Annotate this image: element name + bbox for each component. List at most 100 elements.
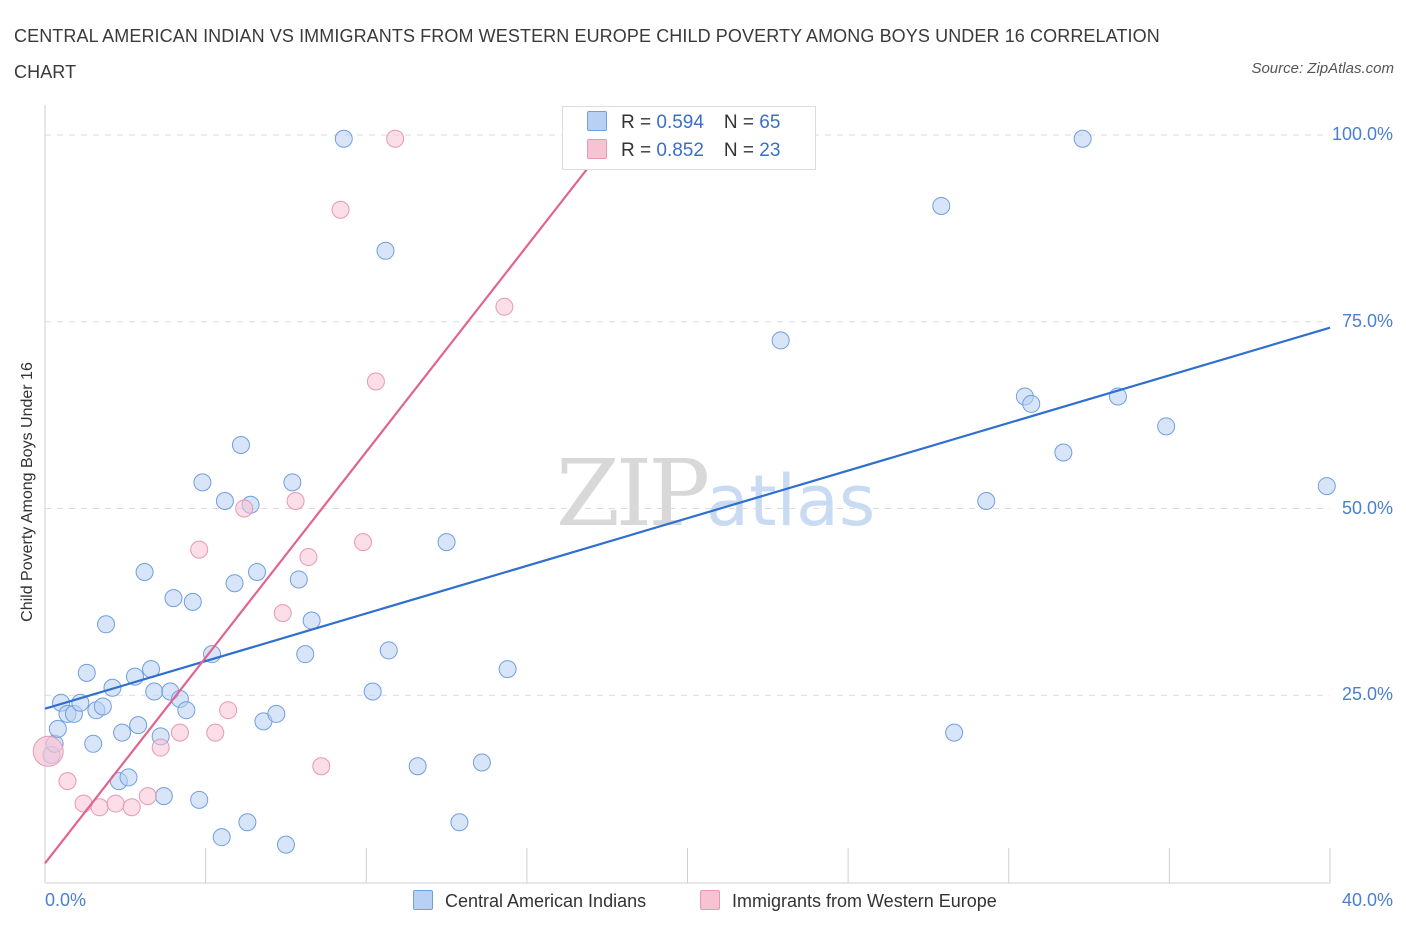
point-immigrants-western-europe bbox=[206, 723, 225, 742]
point-central-american-indians bbox=[334, 129, 353, 148]
point-central-american-indians bbox=[248, 562, 267, 581]
point-central-american-indians bbox=[154, 787, 173, 806]
point-central-american-indians bbox=[771, 331, 790, 350]
point-immigrants-western-europe bbox=[299, 548, 318, 567]
legend-n-value: 23 bbox=[759, 140, 781, 161]
point-central-american-indians bbox=[1073, 129, 1092, 148]
point-central-american-indians bbox=[212, 828, 231, 847]
series-legend-item-pink: Immigrants from Western Europe bbox=[700, 890, 997, 912]
point-central-american-indians bbox=[302, 611, 321, 630]
y-tick-label: 25.0% bbox=[1341, 684, 1393, 705]
point-immigrants-western-europe bbox=[122, 798, 141, 817]
source-note: Source: ZipAtlas.com bbox=[1251, 60, 1394, 77]
correlation-legend: R = 0.594 N = 65 R = 0.852 N = 23 bbox=[562, 106, 816, 170]
point-immigrants-western-europe bbox=[106, 794, 125, 813]
point-immigrants-western-europe bbox=[366, 372, 385, 391]
point-central-american-indians bbox=[437, 533, 456, 552]
chart-title: CENTRAL AMERICAN INDIAN VS IMMIGRANTS FR… bbox=[14, 26, 1160, 82]
point-immigrants-western-europe bbox=[32, 735, 64, 767]
point-immigrants-western-europe bbox=[286, 492, 305, 511]
point-immigrants-western-europe bbox=[273, 604, 292, 623]
point-central-american-indians bbox=[190, 790, 209, 809]
legend-n-label: N = bbox=[723, 112, 760, 133]
point-central-american-indians bbox=[215, 492, 234, 511]
series-name-pink: Immigrants from Western Europe bbox=[732, 891, 997, 911]
point-immigrants-western-europe bbox=[495, 297, 514, 316]
point-immigrants-western-europe bbox=[170, 723, 189, 742]
point-central-american-indians bbox=[932, 196, 951, 215]
point-central-american-indians bbox=[48, 719, 67, 738]
point-immigrants-western-europe bbox=[74, 794, 93, 813]
legend-n-label: N = bbox=[723, 140, 760, 161]
point-immigrants-western-europe bbox=[386, 129, 405, 148]
y-tick-label: 75.0% bbox=[1341, 310, 1393, 331]
watermark-zip: ZIP bbox=[556, 440, 710, 547]
point-central-american-indians bbox=[1157, 417, 1176, 436]
point-central-american-indians bbox=[1054, 443, 1073, 462]
point-central-american-indians bbox=[84, 734, 103, 753]
series-name-blue: Central American Indians bbox=[445, 891, 647, 911]
point-central-american-indians bbox=[238, 813, 257, 832]
point-immigrants-western-europe bbox=[312, 757, 331, 776]
point-central-american-indians bbox=[379, 641, 398, 660]
point-central-american-indians bbox=[289, 570, 308, 589]
point-central-american-indians bbox=[113, 723, 132, 742]
point-central-american-indians bbox=[129, 716, 148, 735]
point-central-american-indians bbox=[267, 704, 286, 723]
point-central-american-indians bbox=[164, 589, 183, 608]
legend-r-value: 0.594 bbox=[656, 112, 704, 133]
point-immigrants-western-europe bbox=[331, 200, 350, 219]
point-central-american-indians bbox=[276, 835, 295, 854]
point-immigrants-western-europe bbox=[58, 772, 77, 791]
legend-row-immigrants-western-europe: R = 0.852 N = 23 bbox=[587, 139, 780, 167]
legend-r-label: R = bbox=[621, 112, 657, 133]
trendline-immigrants-western-europe bbox=[44, 134, 615, 865]
point-central-american-indians bbox=[450, 813, 469, 832]
watermark-atlas: atlas bbox=[706, 460, 876, 542]
trendline-central-american-indians bbox=[44, 326, 1331, 710]
point-central-american-indians bbox=[283, 473, 302, 492]
point-central-american-indians bbox=[472, 753, 491, 772]
point-central-american-indians bbox=[135, 562, 154, 581]
point-central-american-indians bbox=[408, 757, 427, 776]
point-central-american-indians bbox=[1022, 394, 1041, 413]
y-tick-label: 100.0% bbox=[1331, 124, 1393, 144]
point-immigrants-western-europe bbox=[190, 540, 209, 559]
point-central-american-indians bbox=[376, 241, 395, 260]
point-immigrants-western-europe bbox=[354, 533, 373, 552]
y-tick-label: 50.0% bbox=[1341, 497, 1393, 518]
point-central-american-indians bbox=[225, 574, 244, 593]
point-central-american-indians bbox=[977, 492, 996, 511]
point-central-american-indians bbox=[296, 645, 315, 664]
legend-r-label: R = bbox=[621, 140, 657, 161]
point-central-american-indians bbox=[97, 615, 116, 634]
point-central-american-indians bbox=[119, 768, 138, 787]
series-legend-item-blue: Central American Indians bbox=[413, 890, 646, 912]
point-immigrants-western-europe bbox=[235, 499, 254, 518]
series-swatch-blue bbox=[413, 890, 433, 910]
legend-swatch-blue bbox=[587, 111, 607, 131]
x-tick-label: 0.0% bbox=[45, 890, 87, 910]
point-central-american-indians bbox=[77, 663, 96, 682]
legend-swatch-pink bbox=[587, 139, 607, 159]
point-immigrants-western-europe bbox=[151, 738, 170, 757]
point-central-american-indians bbox=[183, 592, 202, 611]
point-immigrants-western-europe bbox=[138, 787, 157, 806]
legend-row-central-american-indians: R = 0.594 N = 65 bbox=[587, 111, 780, 139]
point-central-american-indians bbox=[363, 682, 382, 701]
point-immigrants-western-europe bbox=[219, 701, 238, 720]
series-swatch-pink bbox=[700, 890, 720, 910]
point-central-american-indians bbox=[498, 660, 517, 679]
x-tick-label: 40.0% bbox=[1341, 890, 1393, 910]
point-central-american-indians bbox=[193, 473, 212, 492]
watermark: ZIPatlas bbox=[556, 440, 875, 547]
point-central-american-indians bbox=[177, 701, 196, 720]
point-central-american-indians bbox=[1317, 477, 1336, 496]
point-central-american-indians bbox=[145, 682, 164, 701]
point-central-american-indians bbox=[945, 723, 964, 742]
point-central-american-indians bbox=[231, 436, 250, 455]
legend-n-value: 65 bbox=[759, 112, 781, 133]
legend-r-value: 0.852 bbox=[656, 140, 704, 161]
point-central-american-indians bbox=[93, 697, 112, 716]
